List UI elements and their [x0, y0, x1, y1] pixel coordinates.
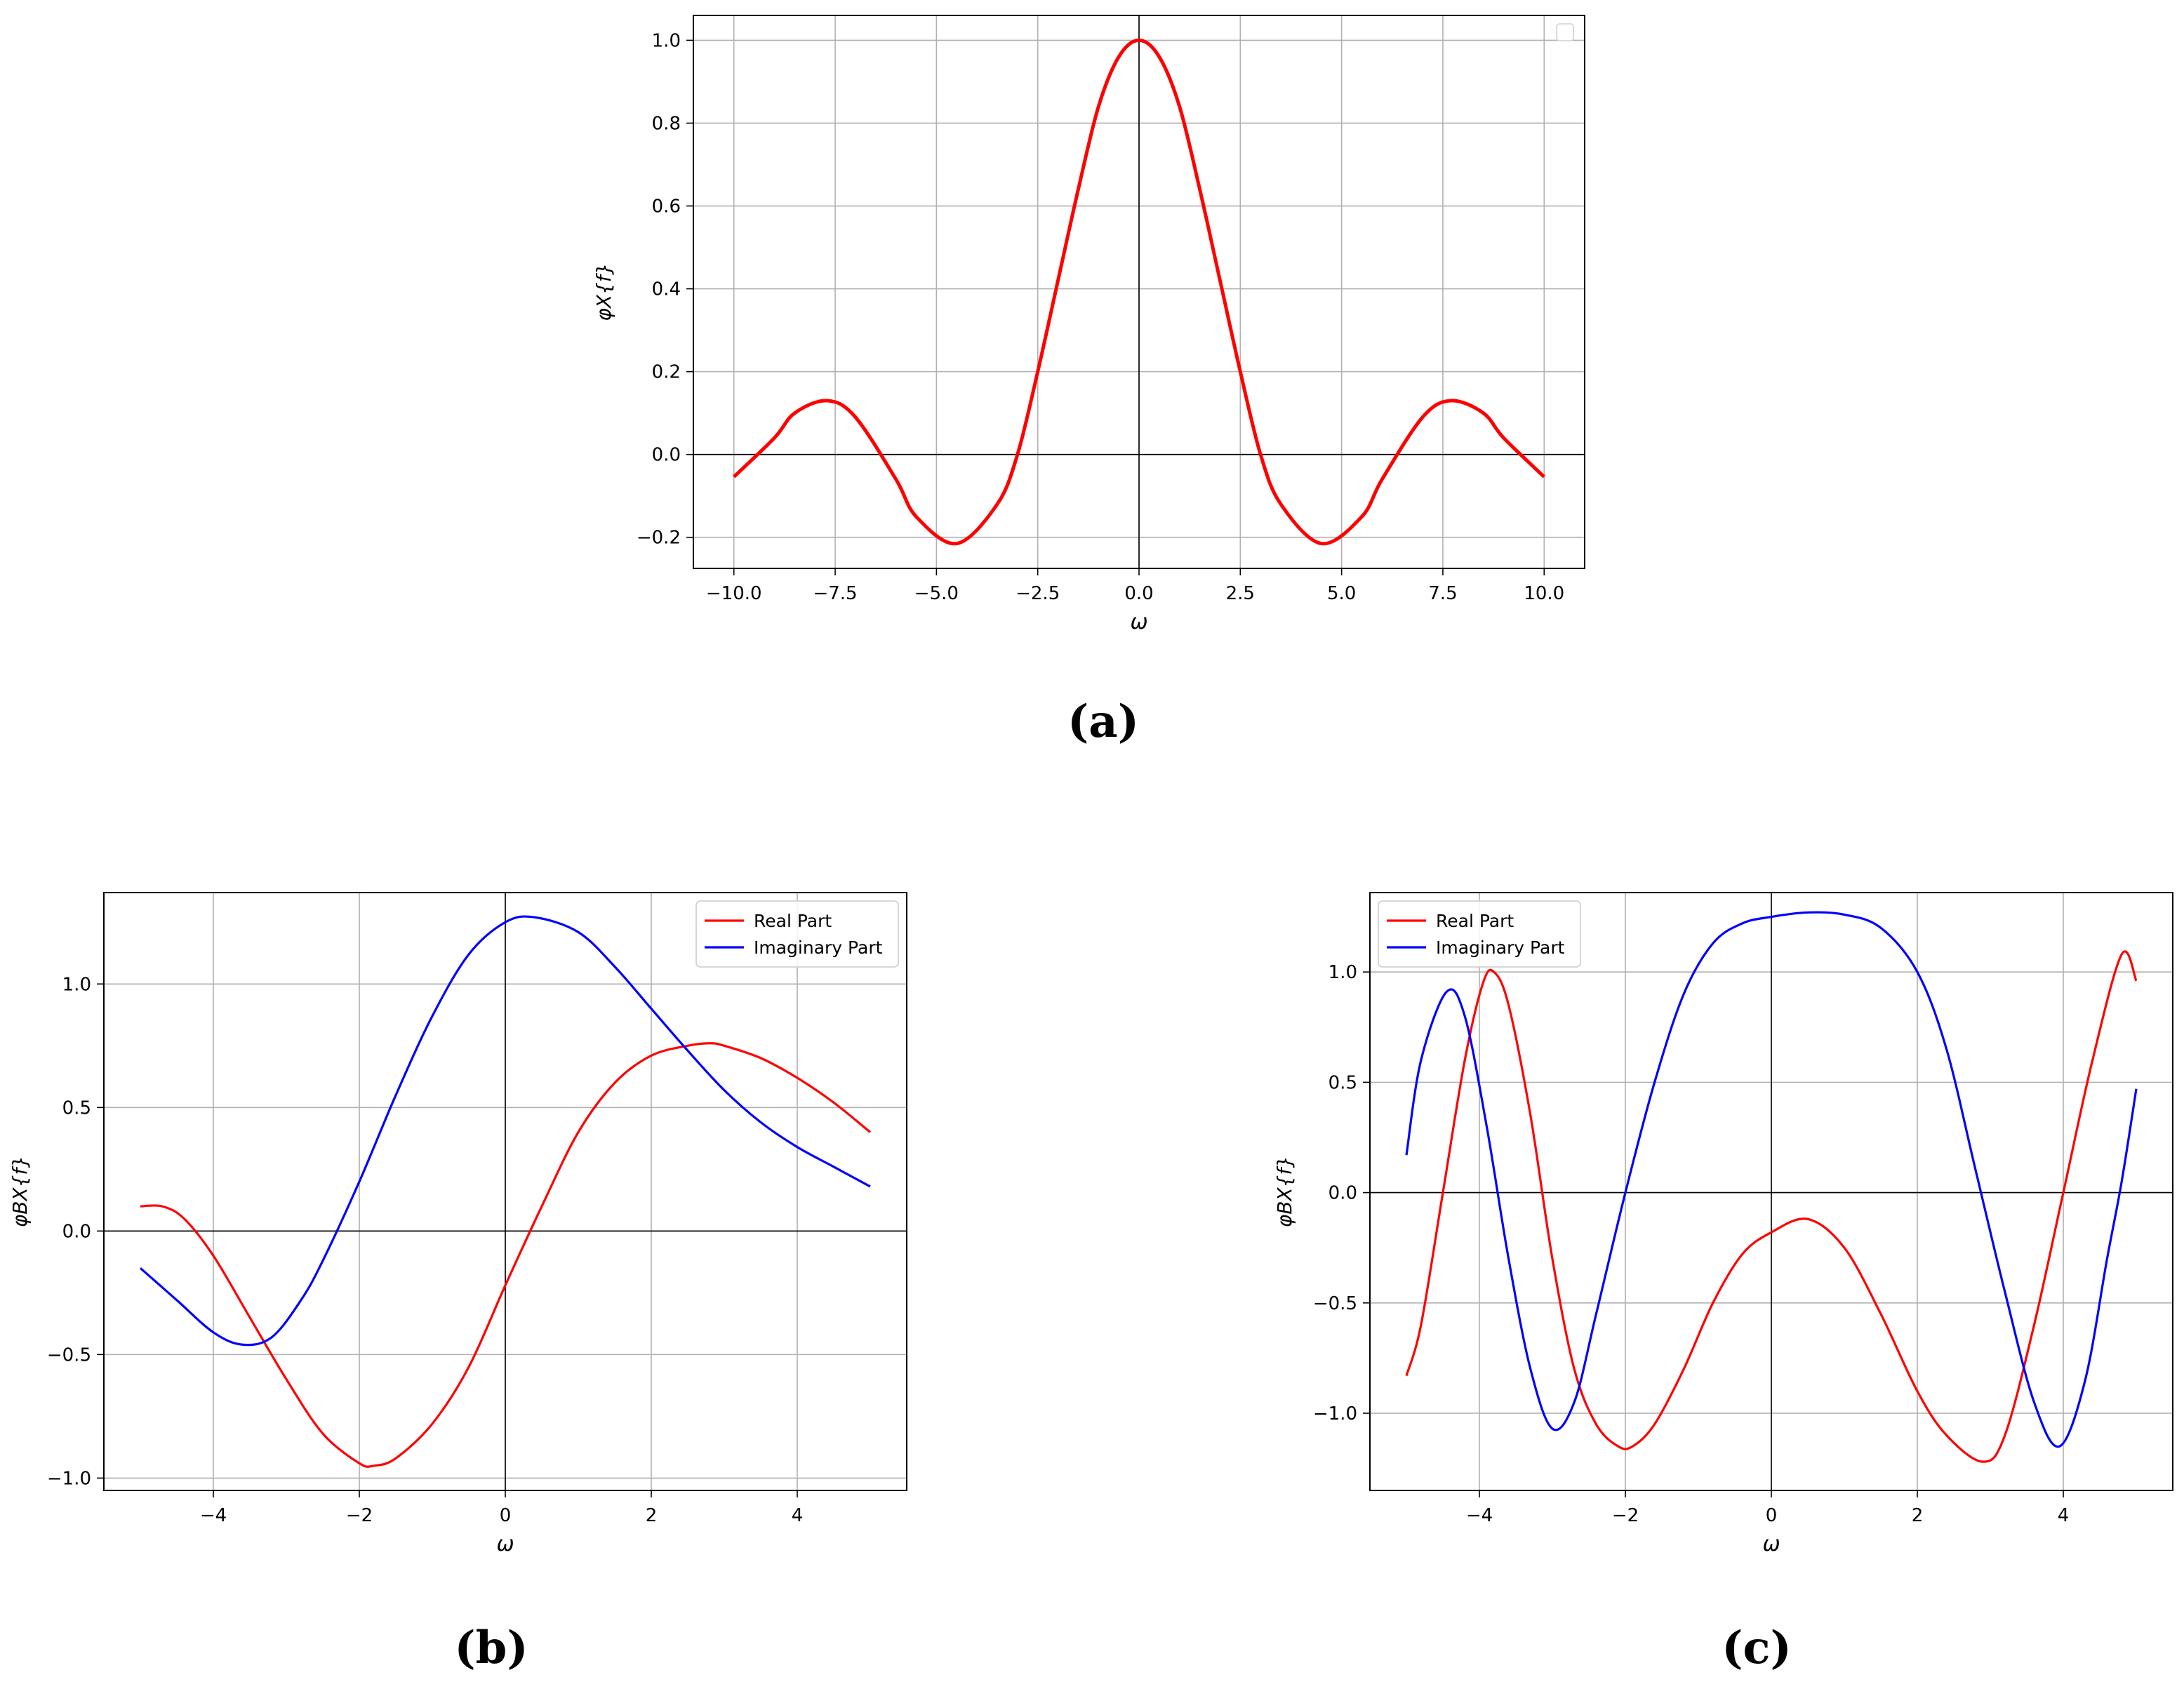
panel-label: (a) [1067, 695, 1139, 748]
legend-box [695, 900, 899, 968]
x-tick-label: 4 [2058, 1505, 2070, 1526]
legend-label: Real Part [1436, 911, 1514, 931]
legend-box [1378, 900, 1581, 968]
x-tick-label: 4 [792, 1505, 804, 1526]
y-tick-label: 1.0 [1329, 962, 1357, 983]
y-tick-label: 0.0 [652, 445, 681, 466]
chart-b: −4 −2 0 2 4 −1.0 −0.5 0.0 0.5 1.0 ω φBX{f} Real Part… [8, 892, 907, 1674]
panel-label: (c) [1722, 1622, 1792, 1674]
panel-label: (b) [454, 1622, 528, 1674]
x-tick-label: 7.5 [1428, 583, 1457, 604]
x-tick-label: −2 [1612, 1505, 1639, 1526]
y-axis-label: φBX{f} [8, 1156, 32, 1227]
x-tick-label: 5.0 [1327, 583, 1356, 604]
x-tick-label: −4 [200, 1505, 227, 1526]
chart-a: −10.0 −7.5 −5.0 −2.5 0.0 2.5 5.0 7.5 10.0 −0.2 0.0… [592, 15, 1585, 748]
y-tick-label: 1.0 [652, 30, 681, 51]
legend: Real Part Imaginary Part [695, 900, 899, 968]
y-tick-label: 0.2 [652, 362, 681, 383]
series-line-0 [732, 38, 1546, 546]
y-tick-label: −0.5 [1313, 1293, 1357, 1314]
legend-label: Imaginary Part [1436, 937, 1565, 958]
chart-c: −4 −2 0 2 4 −1.0 −0.5 0.0 0.5 1.0 ω φBX{f} Real Part… [1273, 892, 2173, 1674]
x-axis-label: ω [1130, 610, 1147, 634]
x-tick-label: −2.5 [1016, 583, 1060, 604]
legend: Real Part Imaginary Part [1378, 900, 1581, 968]
x-tick-label: 0 [1766, 1505, 1778, 1526]
y-tick-label: 0.4 [652, 279, 681, 300]
x-tick-label: −2 [346, 1505, 373, 1526]
y-tick-label: −0.5 [47, 1344, 91, 1366]
series-line-imaginary-part [1405, 911, 2138, 1448]
y-tick-label: −1.0 [47, 1468, 91, 1489]
x-tick-label: −4 [1466, 1505, 1493, 1526]
x-axis-label: ω [496, 1532, 514, 1556]
y-tick-label: 0.5 [1329, 1072, 1357, 1093]
x-axis-label: ω [1762, 1532, 1780, 1556]
x-tick-label: 2 [646, 1505, 658, 1526]
x-tick-label: 10.0 [1524, 583, 1564, 604]
x-tick-label: 2 [1912, 1505, 1924, 1526]
series-line-imaginary-part [139, 915, 871, 1347]
x-tick-label: −5.0 [914, 583, 959, 604]
legend-label: Real Part [754, 911, 832, 931]
legend-label: Imaginary Part [754, 937, 883, 958]
y-tick-label: −1.0 [1313, 1403, 1357, 1424]
x-tick-label: 0 [500, 1505, 512, 1526]
series-line-real-part [1405, 950, 2138, 1463]
y-tick-label: 1.0 [62, 974, 91, 995]
y-tick-label: 0.5 [62, 1097, 91, 1119]
y-tick-label: 0.8 [652, 113, 681, 134]
x-tick-label: 0.0 [1124, 583, 1153, 604]
y-axis-label: φBX{f} [1273, 1156, 1296, 1227]
legend-box [1556, 23, 1574, 41]
series-line-real-part [140, 1042, 872, 1468]
y-tick-label: −0.2 [637, 528, 681, 549]
y-axis-label: φX{f} [592, 262, 615, 321]
y-tick-label: 0.0 [62, 1221, 91, 1242]
y-tick-label: 0.6 [652, 196, 681, 218]
x-tick-label: −10.0 [706, 583, 762, 604]
x-tick-label: 2.5 [1226, 583, 1255, 604]
x-tick-label: −7.5 [813, 583, 857, 604]
y-tick-label: 0.0 [1329, 1183, 1357, 1204]
